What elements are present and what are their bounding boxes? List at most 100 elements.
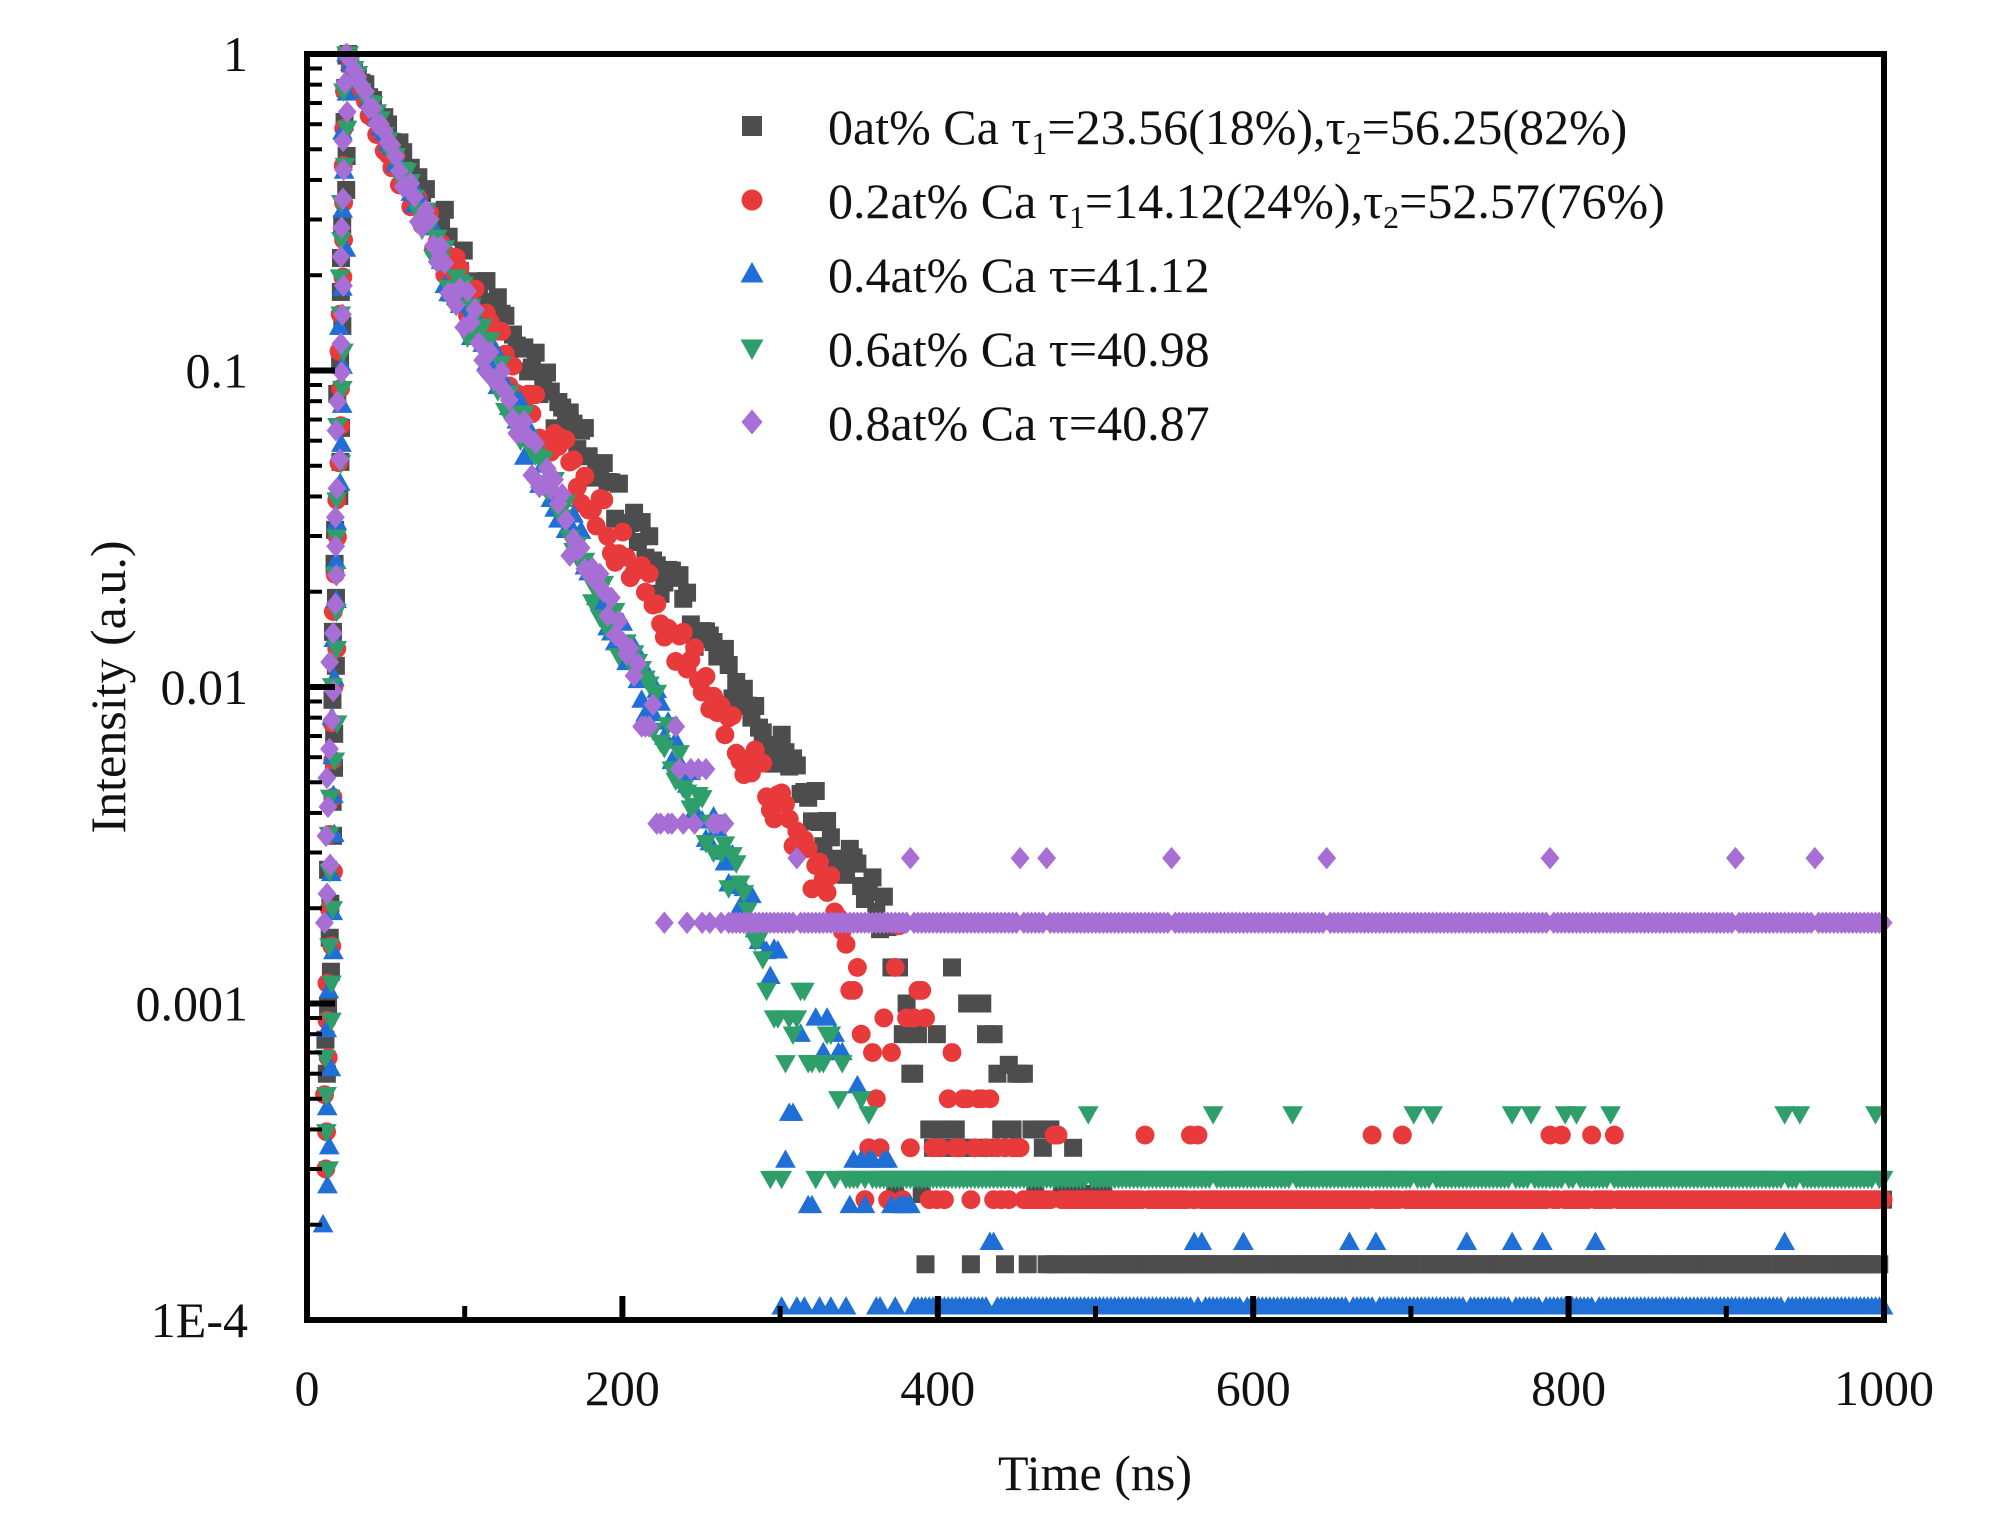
data-point-1 <box>950 1138 970 1158</box>
data-point-4 <box>458 279 477 303</box>
data-point-1 <box>723 706 742 726</box>
data-point-4 <box>552 482 572 506</box>
data-point-2 <box>1191 1231 1213 1250</box>
data-point-1 <box>961 1190 981 1210</box>
data-point-4 <box>333 129 353 153</box>
x-axis-title: Time (ns) <box>998 1445 1192 1501</box>
data-point-0 <box>632 513 651 532</box>
data-point-4 <box>654 911 674 934</box>
data-point-2 <box>1233 1231 1254 1250</box>
data-point-4 <box>480 340 500 364</box>
y-tick-label: 1E-4 <box>151 1292 248 1348</box>
data-point-2 <box>801 1194 823 1214</box>
data-point-3 <box>326 641 348 660</box>
x-tick-label: 200 <box>585 1360 660 1416</box>
data-point-1 <box>764 809 784 829</box>
data-point-2 <box>767 940 789 959</box>
data-point-0 <box>734 679 753 698</box>
data-point-0 <box>787 756 806 775</box>
plot-frame <box>304 51 1887 1323</box>
data-point-3 <box>1202 1106 1224 1125</box>
data-point-1 <box>798 839 818 859</box>
data-point-3 <box>321 1012 342 1032</box>
data-point-4 <box>337 100 357 124</box>
data-point-4 <box>334 158 353 182</box>
data-point-3 <box>691 790 713 809</box>
data-point-3 <box>1282 1106 1303 1125</box>
data-point-3 <box>782 1026 804 1045</box>
legend-marker <box>740 262 764 283</box>
data-point-4 <box>330 448 350 471</box>
data-point-3 <box>336 120 358 140</box>
data-point-2 <box>816 1007 838 1026</box>
data-point-0 <box>916 1255 935 1274</box>
data-point-3 <box>1774 1106 1795 1125</box>
data-point-2 <box>1456 1231 1478 1250</box>
data-point-4 <box>613 630 633 654</box>
data-point-1 <box>613 522 633 542</box>
data-point-2 <box>325 550 347 569</box>
data-point-4 <box>590 562 610 586</box>
data-point-2 <box>1774 1231 1795 1250</box>
data-point-1 <box>575 466 595 486</box>
data-point-4 <box>333 187 353 211</box>
data-point-2 <box>328 316 350 335</box>
data-point-4 <box>317 766 337 790</box>
data-point-1 <box>1362 1125 1382 1145</box>
data-point-1 <box>874 1008 894 1028</box>
y-tick-label: 0.001 <box>136 976 249 1032</box>
data-point-0 <box>1064 1138 1083 1157</box>
data-point-0 <box>772 725 791 744</box>
data-point-2 <box>759 965 781 985</box>
data-point-4 <box>328 390 348 413</box>
x-tick-label: 1000 <box>1834 1360 1934 1416</box>
data-point-0 <box>719 656 738 675</box>
data-point-4 <box>685 812 705 835</box>
x-tick-label: 800 <box>1531 1360 1606 1416</box>
data-point-1 <box>938 1089 958 1109</box>
data-point-2 <box>900 1194 921 1214</box>
data-point-0 <box>863 868 882 887</box>
data-point-0 <box>973 994 992 1013</box>
data-point-4 <box>1010 846 1030 870</box>
data-point-1 <box>881 1043 901 1062</box>
data-point-2 <box>854 1194 876 1214</box>
data-point-4 <box>446 293 466 317</box>
data-point-1 <box>639 564 659 583</box>
data-point-1 <box>1604 1125 1624 1145</box>
data-point-1 <box>851 1024 871 1044</box>
data-point-0 <box>746 696 765 715</box>
data-point-3 <box>805 1170 827 1190</box>
legend-label: 0.4at% Ca τ=41.12 <box>828 247 1210 303</box>
data-point-1 <box>1551 1125 1571 1145</box>
data-point-4 <box>526 431 546 455</box>
data-point-0 <box>1014 1064 1033 1083</box>
data-point-1 <box>696 666 716 686</box>
data-point-4 <box>363 96 383 120</box>
data-point-4 <box>332 361 352 384</box>
data-point-4 <box>322 708 342 732</box>
data-point-3 <box>786 1010 808 1029</box>
data-point-4 <box>326 535 346 558</box>
data-point-0 <box>435 200 454 219</box>
data-point-4 <box>503 407 523 431</box>
data-point-4 <box>315 911 334 934</box>
data-point-1 <box>999 1190 1019 1210</box>
data-point-3 <box>1566 1106 1587 1125</box>
data-point-2 <box>1501 1231 1523 1250</box>
data-point-0 <box>1003 1120 1022 1139</box>
data-point-3 <box>326 492 348 511</box>
data-point-4 <box>333 274 353 297</box>
data-point-3 <box>1789 1106 1811 1125</box>
data-point-4 <box>715 812 735 835</box>
data-point-4 <box>545 468 565 491</box>
data-point-3 <box>322 901 343 920</box>
legend-marker <box>740 339 764 360</box>
data-point-3 <box>1403 1106 1425 1125</box>
data-point-0 <box>905 1064 924 1083</box>
data-point-4 <box>700 911 720 934</box>
data-point-2 <box>317 1174 338 1194</box>
data-point-1 <box>556 430 576 450</box>
data-point-4 <box>666 715 686 738</box>
y-tick-label: 0.01 <box>161 659 249 715</box>
